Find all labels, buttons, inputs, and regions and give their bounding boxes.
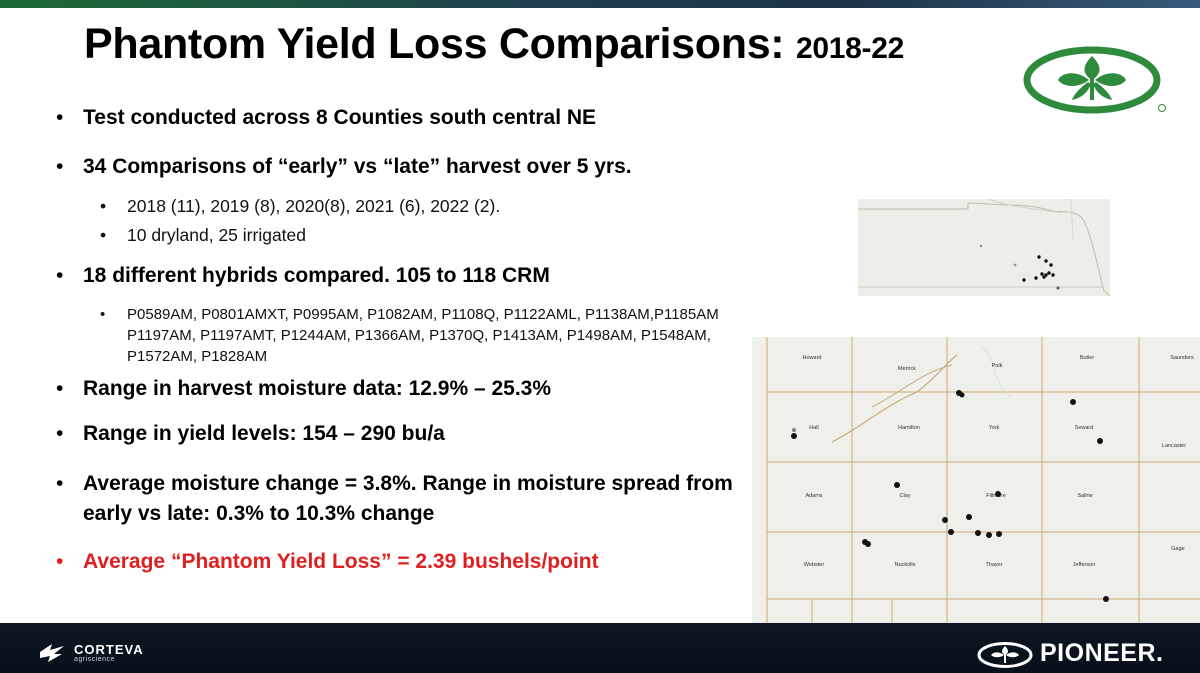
sub-bullet-hybrid-list: P0589AM, P0801AMXT, P0995AM, P1082AM, P1… xyxy=(100,304,727,367)
bullet-phantom-yield-loss: Average “Phantom Yield Loss” = 2.39 bush… xyxy=(56,547,756,577)
county-label-jefferson: Jefferson xyxy=(1073,562,1096,568)
county-label-gage: Gage xyxy=(1171,546,1184,552)
top-accent-bar xyxy=(0,0,1200,8)
bullet-moisture-range: Range in harvest moisture data: 12.9% – … xyxy=(56,374,756,404)
county-label-butler: Butler xyxy=(1080,355,1095,361)
footer-bar xyxy=(0,623,1200,673)
county-label-adams: Adams xyxy=(805,493,822,499)
county-label-york: York xyxy=(989,425,1000,431)
county-label-thayer: Thayer xyxy=(985,562,1002,568)
county-label-howard: Howard xyxy=(803,355,822,361)
county-label-saunders: Saunders xyxy=(1170,355,1194,361)
bullet-yield-range: Range in yield levels: 154 – 290 bu/a xyxy=(56,419,756,449)
bullet-list: Test conducted across 8 Counties south c… xyxy=(56,103,756,577)
county-detail-map: Howard Merrick Polk Butler Saunders Hall… xyxy=(752,337,1200,623)
county-label-seward: Seward xyxy=(1075,425,1094,431)
bullet-moisture-change: Average moisture change = 3.8%. Range in… xyxy=(56,469,756,529)
corteva-name: CORTEVA xyxy=(74,642,144,657)
county-label-hall: Hall xyxy=(809,425,818,431)
county-label-nuckolls: Nuckolls xyxy=(895,562,916,568)
county-label-webster: Webster xyxy=(804,562,825,568)
pioneer-oval-logo xyxy=(1023,46,1166,114)
county-label-clay: Clay xyxy=(899,493,910,499)
nebraska-overview-map xyxy=(858,199,1110,296)
county-label-hamilton: Hamilton xyxy=(898,425,920,431)
county-label-saline: Saline xyxy=(1077,493,1092,499)
slide-title: Phantom Yield Loss Comparisons: 2018-22 xyxy=(84,20,904,69)
corteva-logo-icon xyxy=(40,644,64,662)
county-label-lancaster: Lancaster xyxy=(1162,443,1186,449)
title-text: Phantom Yield Loss Comparisons: xyxy=(84,20,785,68)
title-years: 2018-22 xyxy=(795,32,904,65)
bullet-counties: Test conducted across 8 Counties south c… xyxy=(56,103,756,133)
pioneer-wordmark: PIONEER. xyxy=(1040,639,1164,667)
corteva-subtitle: agriscience xyxy=(74,656,115,663)
bullet-comparisons: 34 Comparisons of “early” vs “late” harv… xyxy=(56,152,756,182)
pioneer-footer-logo xyxy=(977,642,1033,668)
county-label-polk: Polk xyxy=(992,363,1003,369)
sub-bullet-irrigation: 10 dryland, 25 irrigated xyxy=(100,223,756,248)
bullet-hybrids: 18 different hybrids compared. 105 to 11… xyxy=(56,261,756,291)
sub-bullet-years: 2018 (11), 2019 (8), 2020(8), 2021 (6), … xyxy=(100,194,756,219)
county-label-merrick: Merrick xyxy=(898,366,916,372)
